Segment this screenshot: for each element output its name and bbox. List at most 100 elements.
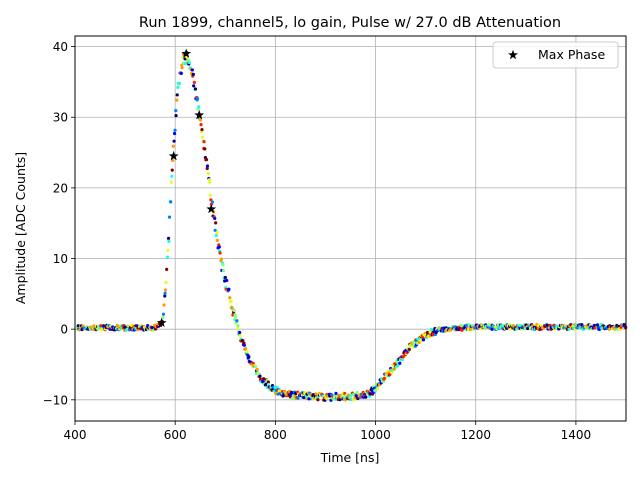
sample-point bbox=[400, 357, 405, 362]
sample-point bbox=[187, 60, 191, 65]
max-phase-star bbox=[181, 48, 192, 58]
sample-point bbox=[198, 118, 203, 122]
sample-point bbox=[390, 370, 394, 375]
sample-point bbox=[181, 55, 185, 59]
sample-point bbox=[192, 84, 196, 88]
sample-point bbox=[163, 294, 167, 298]
sample-point bbox=[266, 382, 271, 387]
y-tick-label: 20 bbox=[53, 181, 68, 195]
sample-point bbox=[221, 263, 225, 267]
sample-point bbox=[228, 296, 232, 300]
sample-point bbox=[393, 362, 397, 366]
chart-title: Run 1899, channel5, lo gain, Pulse w/ 27… bbox=[139, 15, 561, 31]
sample-point bbox=[242, 343, 246, 347]
sample-point bbox=[161, 315, 165, 320]
sample-point bbox=[205, 166, 209, 171]
sample-point bbox=[215, 238, 219, 242]
legend-box bbox=[492, 41, 619, 69]
sample-point bbox=[170, 174, 174, 178]
sample-point bbox=[175, 98, 179, 102]
sample-point bbox=[167, 239, 171, 243]
sample-point bbox=[241, 338, 245, 343]
sample-point bbox=[196, 107, 200, 111]
sample-point bbox=[217, 245, 221, 249]
sample-point bbox=[210, 200, 215, 204]
sample-point bbox=[258, 374, 262, 378]
sample-point bbox=[174, 114, 178, 118]
sample-point bbox=[235, 326, 240, 330]
sample-point bbox=[197, 105, 201, 109]
sample-point bbox=[172, 131, 177, 136]
x-axis-label: Time [ns] bbox=[320, 450, 380, 465]
sample-point bbox=[183, 61, 188, 66]
sample-point bbox=[214, 233, 218, 238]
sample-point bbox=[221, 269, 226, 273]
sample-point bbox=[165, 255, 170, 259]
sample-point bbox=[167, 215, 172, 219]
sample-point bbox=[545, 323, 549, 327]
x-tick-label: 400 bbox=[64, 428, 87, 442]
y-axis-ticks: −10 0 10 20 30 40 bbox=[43, 40, 75, 407]
sample-point bbox=[208, 193, 212, 197]
x-tick-label: 1000 bbox=[360, 428, 391, 442]
sample-point bbox=[190, 68, 194, 72]
sample-point bbox=[200, 127, 204, 132]
max-phase-markers bbox=[156, 48, 217, 328]
sample-point bbox=[277, 389, 282, 393]
sample-point bbox=[338, 398, 342, 402]
sample-point bbox=[171, 144, 175, 148]
sample-point bbox=[199, 123, 203, 127]
y-tick-label: 30 bbox=[53, 111, 68, 125]
sample-point bbox=[421, 338, 426, 342]
max-phase-star bbox=[156, 317, 167, 328]
sample-point bbox=[92, 324, 96, 328]
sample-point bbox=[247, 355, 251, 359]
sample-point bbox=[77, 328, 82, 332]
sample-point bbox=[334, 391, 338, 395]
sample-point bbox=[381, 380, 385, 384]
sample-point bbox=[219, 257, 224, 261]
sample-point bbox=[215, 231, 219, 235]
sample-point bbox=[163, 288, 168, 292]
sample-point bbox=[162, 303, 166, 307]
sample-point bbox=[172, 139, 176, 143]
sample-point bbox=[174, 109, 178, 113]
y-tick-label: 10 bbox=[53, 252, 68, 266]
x-tick-label: 1200 bbox=[460, 428, 491, 442]
sample-point bbox=[169, 180, 173, 184]
sample-point bbox=[412, 341, 416, 346]
sample-point bbox=[230, 306, 234, 311]
sample-point bbox=[233, 315, 238, 319]
sample-point bbox=[373, 388, 378, 392]
sample-point bbox=[238, 330, 242, 335]
sample-point bbox=[229, 299, 233, 303]
legend-label: Max Phase bbox=[538, 47, 605, 62]
sample-point bbox=[213, 228, 217, 232]
max-phase-star bbox=[168, 150, 179, 161]
sample-point bbox=[179, 71, 183, 76]
sample-point bbox=[192, 80, 196, 84]
y-tick-label: −10 bbox=[43, 393, 68, 407]
sample-point bbox=[203, 147, 207, 151]
plot-frame bbox=[74, 35, 627, 422]
sample-point bbox=[595, 323, 600, 327]
sample-point bbox=[419, 339, 423, 343]
sample-point bbox=[368, 392, 372, 396]
sample-point bbox=[255, 367, 259, 372]
sample-point bbox=[213, 216, 217, 221]
x-tick-label: 800 bbox=[264, 428, 287, 442]
sample-point bbox=[207, 178, 211, 182]
sample-point bbox=[223, 275, 227, 280]
y-axis-label: Amplitude [ADC Counts] bbox=[13, 152, 28, 304]
sample-point bbox=[275, 385, 279, 389]
sample-point bbox=[238, 334, 242, 338]
sample-point bbox=[539, 323, 543, 327]
sample-point bbox=[171, 158, 175, 163]
sample-point bbox=[176, 85, 180, 90]
sample-point bbox=[236, 323, 240, 328]
y-tick-label: 40 bbox=[53, 40, 68, 54]
sample-point bbox=[201, 135, 205, 139]
sample-point bbox=[202, 140, 206, 144]
sample-point bbox=[166, 236, 171, 240]
